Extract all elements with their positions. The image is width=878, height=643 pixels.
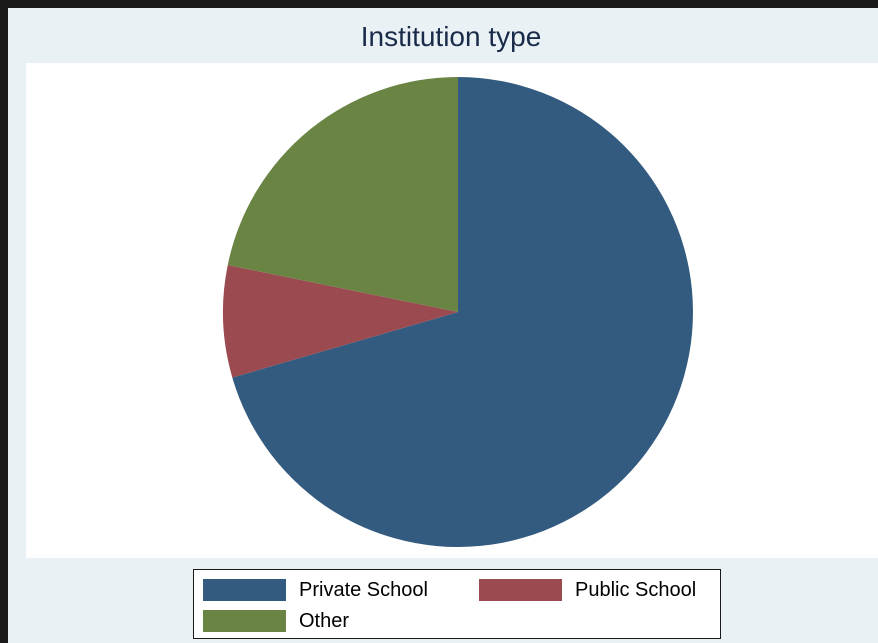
pie-slice-other [227,76,458,312]
legend-label: Public School [575,579,697,601]
legend-swatch [203,579,286,601]
plot-area [26,63,878,558]
pie-chart [223,76,693,547]
legend-label: Other [299,610,350,632]
legend: Private School Public School Other [193,569,721,639]
chart-title: Institution type [360,21,542,52]
legend-swatch [479,579,562,601]
pie-slice-private-school [232,77,693,547]
legend-swatch [203,610,286,632]
pie-slice-public-school [223,265,458,378]
legend-label: Private School [299,579,428,601]
